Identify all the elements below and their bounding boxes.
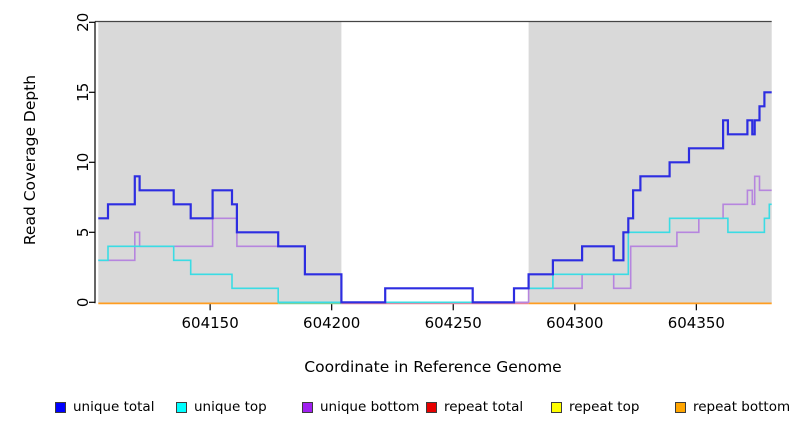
y-axis-title: Read Coverage Depth: [21, 74, 39, 246]
y-tick-label: 10: [74, 153, 92, 172]
legend-swatch-repeat-total: [426, 401, 437, 413]
legend-swatch-repeat-top: [551, 401, 562, 413]
legend-label: unique total: [73, 399, 155, 415]
legend-swatch-unique-bottom: [302, 401, 313, 413]
legend-item-repeat-top: repeat top: [551, 399, 639, 415]
legend-label: repeat bottom: [693, 399, 791, 415]
x-tick-label: 604350: [668, 314, 725, 332]
series-line-unique-bottom: [98, 175, 772, 304]
legend-swatch-repeat-bottom: [675, 401, 686, 413]
x-tick-label: 604150: [181, 314, 238, 332]
legend-item-unique-top: unique top: [176, 399, 267, 415]
legend-label: repeat total: [444, 399, 524, 415]
x-axis-title: Coordinate in Reference Genome: [304, 358, 562, 376]
legend-item-unique-total: unique total: [55, 399, 154, 415]
y-tick-label: 15: [74, 83, 92, 102]
legend-item-repeat-bottom: repeat bottom: [675, 399, 790, 415]
legend-swatch-unique-total: [55, 401, 66, 413]
legend-label: repeat top: [569, 399, 640, 415]
y-tick-label: 0: [74, 298, 92, 308]
legend-label: unique bottom: [320, 399, 420, 415]
legend-label: unique top: [194, 399, 267, 415]
shaded-region: [98, 21, 342, 304]
x-tick-label: 604300: [546, 314, 603, 332]
y-tick-label: 20: [74, 13, 92, 32]
coverage-plot: 0 5 10 15 20 604150 604200 604250 604300 604350: [74, 13, 772, 332]
legend-swatch-unique-top: [176, 401, 187, 413]
x-tick-label: 604200: [303, 314, 360, 332]
legend-item-unique-bottom: unique bottom: [302, 399, 419, 415]
series-line-unique-total: [98, 91, 772, 304]
series-line-unique-top: [98, 203, 772, 304]
shaded-region: [528, 21, 772, 304]
y-tick-label: 5: [74, 228, 92, 238]
legend-item-repeat-total: repeat total: [426, 399, 523, 415]
x-tick-label: 604250: [425, 314, 482, 332]
